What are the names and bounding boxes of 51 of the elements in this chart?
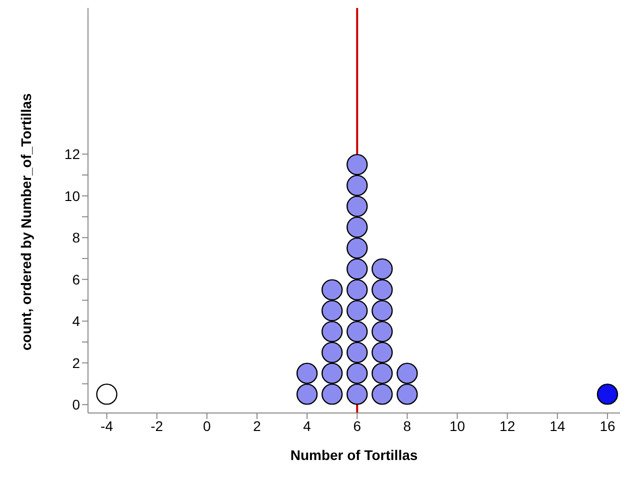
x-tick-label: 6 — [353, 418, 362, 434]
point — [346, 320, 368, 342]
point — [346, 216, 368, 238]
point — [346, 258, 368, 280]
point — [396, 362, 418, 384]
y-tick-label: 0 — [72, 396, 80, 413]
point — [321, 384, 343, 405]
x-tick-label: 0 — [203, 418, 212, 434]
point — [346, 196, 368, 217]
point — [372, 342, 393, 364]
point — [346, 154, 368, 176]
point — [372, 320, 393, 342]
point — [596, 384, 618, 405]
x-tick-label: 16 — [600, 418, 616, 434]
point — [346, 279, 368, 300]
y-tick-label: 12 — [64, 146, 80, 162]
point — [372, 279, 393, 300]
x-tick-label: 8 — [403, 418, 412, 434]
point — [321, 279, 343, 300]
point — [346, 384, 368, 405]
y-tick-label: 2 — [72, 354, 80, 371]
x-tick-label: -2 — [150, 418, 164, 434]
point — [372, 300, 393, 322]
y-axis-title: count, ordered by Number_of_Tortillas — [18, 93, 34, 350]
y-tick-label: 8 — [72, 230, 80, 246]
point — [96, 384, 118, 405]
point — [346, 342, 368, 364]
point — [372, 362, 393, 384]
point — [346, 174, 368, 196]
point — [372, 258, 393, 280]
point — [321, 320, 343, 342]
y-tick-label: 10 — [64, 188, 80, 204]
x-tick-label: -4 — [100, 418, 114, 434]
y-tick-label: 6 — [72, 271, 80, 288]
point — [346, 300, 368, 322]
x-axis-title: Number of Tortillas — [290, 447, 418, 463]
x-tick-label: 14 — [550, 418, 566, 434]
point — [321, 362, 343, 384]
point — [396, 384, 418, 405]
point — [372, 384, 393, 405]
x-tick-label: 12 — [500, 418, 516, 434]
x-tick-label: 2 — [253, 418, 262, 434]
point — [346, 237, 368, 259]
point — [296, 362, 318, 384]
x-tick-label: 4 — [303, 418, 312, 434]
point — [321, 300, 343, 322]
y-tick-label: 4 — [72, 313, 80, 330]
point — [346, 362, 368, 384]
x-tick-label: 10 — [449, 418, 466, 434]
point — [296, 384, 318, 405]
point — [321, 342, 343, 364]
